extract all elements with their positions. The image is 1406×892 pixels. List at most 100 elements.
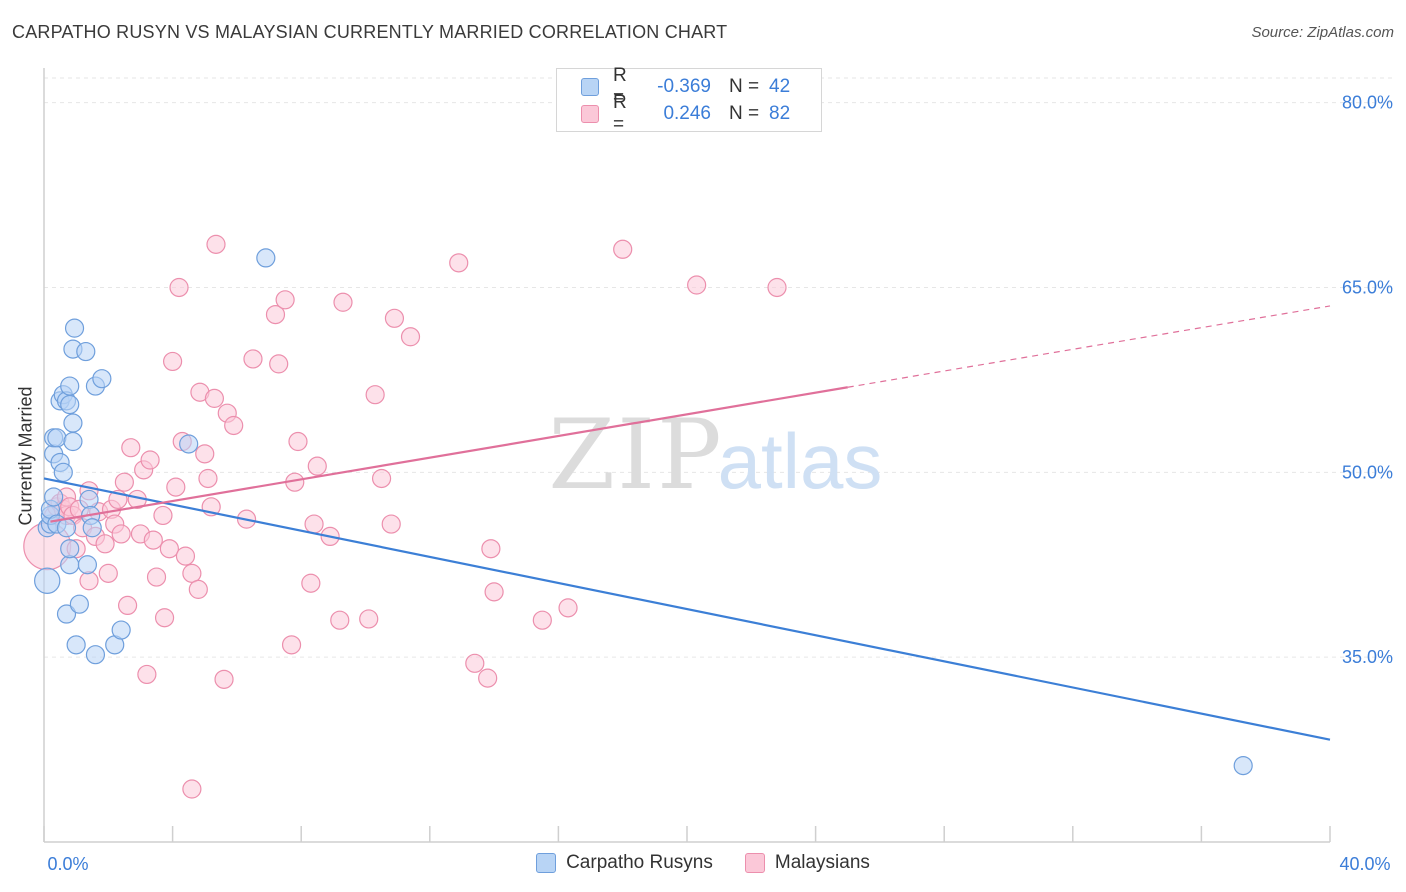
x-tick-label: 40.0%: [1339, 854, 1390, 874]
legend-n-label: N =: [729, 103, 760, 124]
legend-item-carpatho-rusyns[interactable]: Carpatho Rusyns: [536, 852, 713, 874]
malaysian-point: [175, 546, 196, 566]
malaysian-point: [188, 579, 208, 599]
malaysian-point: [687, 275, 707, 295]
carpatho-rusyn-point: [79, 489, 99, 510]
legend-item-malaysians[interactable]: Malaysians: [744, 852, 870, 874]
legend-swatch-blue: [581, 78, 599, 96]
carpatho-rusyn-point: [53, 462, 73, 482]
malaysian-point: [400, 327, 421, 347]
carpatho-rusyn-point: [56, 518, 77, 538]
malaysian-trend-line: [50, 386, 848, 523]
malaysian-point: [163, 351, 183, 372]
malaysian-point: [484, 582, 504, 602]
legend-n-label: N =: [729, 76, 760, 97]
malaysian-point: [166, 477, 186, 497]
carpatho-rusyns-points: [34, 248, 1253, 776]
malaysian-point: [359, 609, 379, 629]
malaysian-point: [281, 635, 302, 655]
carpatho-rusyn-point: [44, 487, 64, 507]
malaysian-point: [265, 304, 286, 325]
legend-row-malaysian: R = 0.246 N = 82: [581, 92, 791, 135]
malaysian-point: [224, 415, 244, 436]
carpatho-rusyn-point: [47, 428, 67, 448]
malaysian-point: [121, 438, 141, 458]
carpatho-rusyn-point: [85, 645, 106, 665]
legend-r-value: -0.369: [657, 76, 711, 97]
malaysian-point: [449, 253, 469, 273]
malaysian-point: [275, 290, 295, 310]
watermark-zip: ZIP: [548, 399, 723, 511]
malaysian-point: [143, 530, 163, 550]
y-tick-label: 65.0%: [1342, 277, 1393, 297]
malaysian-point: [95, 534, 115, 554]
malaysian-point: [153, 505, 173, 526]
malaysian-point: [269, 354, 289, 374]
carpatho-rusyn-point: [63, 431, 83, 452]
carpatho-rusyn-point: [256, 248, 276, 268]
chart-title: CARPATHO RUSYN VS MALAYSIAN CURRENTLY MA…: [12, 22, 728, 42]
malaysian-point: [198, 468, 218, 489]
legend-swatch-blue: [536, 853, 557, 873]
malaysian-point: [114, 472, 134, 492]
carpatho-rusyn-point: [111, 620, 131, 640]
carpatho-rusyn-point: [1233, 755, 1253, 776]
tick-labels: 35.0% 50.0% 65.0% 80.0% 0.0% 40.0%: [47, 93, 1393, 874]
malaysian-point: [558, 598, 578, 618]
legend-n-value: 82: [769, 103, 791, 124]
malaysian-point: [243, 349, 263, 369]
malaysian-point: [154, 608, 175, 628]
malaysian-point: [169, 277, 189, 298]
carpatho-rusyn-point: [60, 555, 80, 575]
malaysian-point: [481, 539, 501, 559]
malaysian-point: [140, 450, 160, 470]
malaysian-point: [206, 234, 226, 254]
source-label: Source: ZipAtlas.com: [1251, 24, 1394, 41]
legend-n-value: 42: [769, 76, 791, 97]
malaysian-point: [613, 239, 633, 259]
malaysian-point: [214, 669, 234, 689]
carpatho-rusyn-point: [64, 318, 85, 338]
trend-lines: [43, 305, 1331, 741]
malaysian-point: [381, 514, 401, 534]
y-tick-label: 80.0%: [1342, 93, 1393, 113]
carpatho-rusyn-point: [179, 434, 199, 454]
carpatho-rusyn-point: [92, 369, 112, 389]
malaysian-point: [532, 610, 552, 630]
carpatho-rusyn-point: [69, 594, 89, 614]
axes: [43, 68, 1331, 843]
malaysian-point: [330, 610, 350, 630]
watermark: ZIP atlas: [548, 399, 882, 511]
legend-label: Malaysians: [774, 852, 870, 873]
malaysians-points: [23, 234, 787, 799]
malaysian-point: [304, 514, 324, 534]
x-tick-label: 0.0%: [47, 854, 88, 874]
legend-swatch-pink: [581, 105, 599, 123]
carpatho-rusyn-point: [56, 604, 77, 624]
carpatho-trend-line: [43, 477, 1331, 741]
legend-r-label: R =: [613, 65, 627, 108]
malaysian-point: [767, 277, 787, 298]
malaysian-point: [137, 664, 157, 685]
carpatho-rusyn-point: [60, 539, 80, 559]
legend-label: Carpatho Rusyns: [566, 852, 713, 873]
malaysian-point: [301, 573, 321, 593]
malaysian-point: [146, 567, 167, 587]
malaysian-point: [79, 571, 99, 591]
y-tick-label: 35.0%: [1342, 647, 1393, 667]
carpatho-rusyn-point: [66, 635, 86, 655]
malaysian-trend-extension: [847, 305, 1331, 388]
malaysian-point: [371, 468, 392, 489]
carpatho-rusyn-point: [60, 376, 80, 396]
legend-swatch-pink: [744, 853, 765, 873]
carpatho-rusyn-point: [60, 394, 80, 415]
malaysian-point: [307, 456, 327, 476]
legend-r-label: R =: [613, 92, 627, 135]
malaysian-point: [333, 292, 353, 312]
grid: [44, 77, 1394, 658]
legend-r-value: 0.246: [663, 103, 711, 124]
malaysian-point: [159, 539, 179, 559]
malaysian-point: [117, 595, 138, 616]
carpatho-rusyn-point: [77, 555, 98, 575]
y-tick-label: 50.0%: [1342, 462, 1393, 482]
